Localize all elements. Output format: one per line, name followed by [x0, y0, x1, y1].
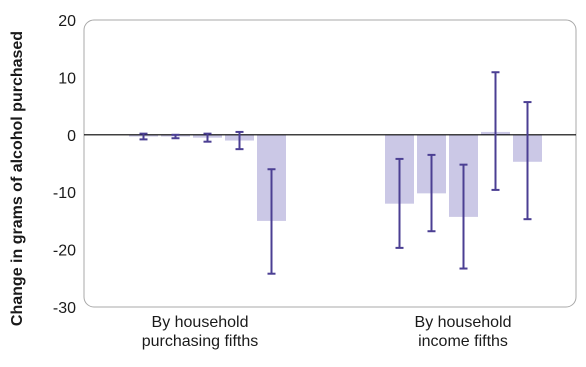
group-label: By household	[415, 314, 512, 331]
group-label: By household	[152, 314, 249, 331]
y-tick-label: -20	[53, 243, 76, 260]
y-tick-label: -10	[53, 185, 76, 202]
y-tick-label: 20	[58, 13, 76, 30]
y-tick-label: 0	[67, 128, 76, 145]
plot-frame	[83, 19, 577, 308]
group-label: purchasing fifths	[142, 333, 259, 350]
y-tick-label: -30	[53, 300, 76, 317]
y-tick-label: 10	[58, 70, 76, 87]
y-axis-title: Change in grams of alcohol purchased	[9, 31, 26, 326]
group-label: income fifths	[418, 333, 508, 350]
